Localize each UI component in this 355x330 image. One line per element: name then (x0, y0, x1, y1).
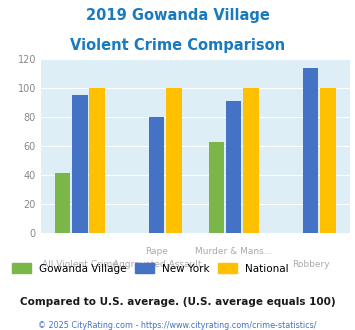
Bar (89, 88, 105, 233)
Text: 2019 Gowanda Village: 2019 Gowanda Village (86, 8, 269, 23)
Bar (55, 174, 70, 233)
Bar (303, 68, 318, 233)
Text: Robbery: Robbery (292, 259, 329, 269)
Bar (226, 101, 241, 233)
Text: All Violent Crime: All Violent Crime (42, 259, 118, 269)
Legend: Gowanda Village, New York, National: Gowanda Village, New York, National (12, 263, 289, 274)
Bar (243, 88, 259, 233)
Bar (209, 142, 224, 233)
Text: Compared to U.S. average. (U.S. average equals 100): Compared to U.S. average. (U.S. average … (20, 297, 335, 307)
Text: Violent Crime Comparison: Violent Crime Comparison (70, 38, 285, 53)
Bar (149, 117, 164, 233)
Bar (166, 88, 182, 233)
Text: © 2025 CityRating.com - https://www.cityrating.com/crime-statistics/: © 2025 CityRating.com - https://www.city… (38, 321, 317, 330)
Text: Murder & Mans...: Murder & Mans... (195, 247, 272, 255)
Bar (320, 88, 335, 233)
Text: Aggravated Assault: Aggravated Assault (113, 259, 201, 269)
Bar (72, 95, 88, 233)
Text: Rape: Rape (145, 247, 168, 255)
